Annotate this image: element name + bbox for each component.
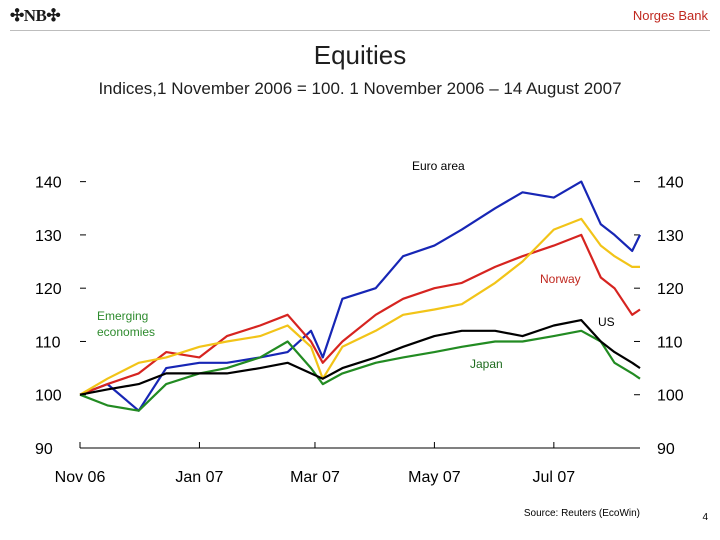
- y-tick-label-right: 100: [657, 388, 684, 405]
- logo-right-ornament-icon: ✣: [46, 6, 61, 25]
- series-line-1: [79, 233, 641, 396]
- x-tick-label: May 07: [408, 469, 461, 486]
- x-tick-label: Nov 06: [55, 469, 106, 486]
- y-tick-label-left: 140: [35, 175, 62, 192]
- series-line-0: [79, 180, 641, 412]
- series-line-2: [79, 217, 640, 396]
- annotation-us: US: [598, 315, 615, 329]
- org-name: Norges Bank: [632, 8, 708, 23]
- y-tick-label-right: 120: [657, 281, 684, 298]
- y-tick-label-left: 130: [35, 228, 62, 245]
- norges-bank-logo: ✣NB✣: [10, 6, 61, 26]
- x-tick-label: Jul 07: [532, 469, 575, 486]
- y-tick-label-left: 120: [35, 281, 62, 298]
- logo-left-ornament-icon: ✣: [10, 6, 24, 25]
- annotation-japan: Japan: [470, 357, 503, 371]
- annotation-norway: Norway: [540, 272, 581, 286]
- y-tick-label-right: 110: [657, 334, 683, 351]
- y-tick-label-right: 130: [657, 228, 684, 245]
- x-tick-label: Mar 07: [290, 469, 340, 486]
- header-divider: [10, 30, 710, 31]
- series-line-3: [79, 329, 641, 412]
- annotation-euro-area: Euro area: [412, 159, 465, 173]
- source-note: Source: Reuters (EcoWin): [523, 508, 640, 519]
- page-number: 4: [702, 512, 708, 523]
- annotation-emerging-line2: economies: [97, 325, 155, 339]
- y-tick-label-right: 90: [657, 441, 675, 458]
- logo-text: NB: [23, 6, 47, 25]
- y-tick-label-right: 140: [657, 175, 684, 192]
- y-tick-label-left: 100: [35, 388, 62, 405]
- slide-title: Equities: [313, 40, 407, 70]
- y-tick-label-left: 90: [35, 441, 53, 458]
- slide-subtitle: Indices,1 November 2006 = 100. 1 Novembe…: [98, 79, 622, 98]
- y-tick-label-left: 110: [35, 334, 61, 351]
- annotation-emerging-line1: Emerging: [97, 309, 148, 323]
- x-tick-label: Jan 07: [175, 469, 223, 486]
- series-line-4: [79, 319, 641, 396]
